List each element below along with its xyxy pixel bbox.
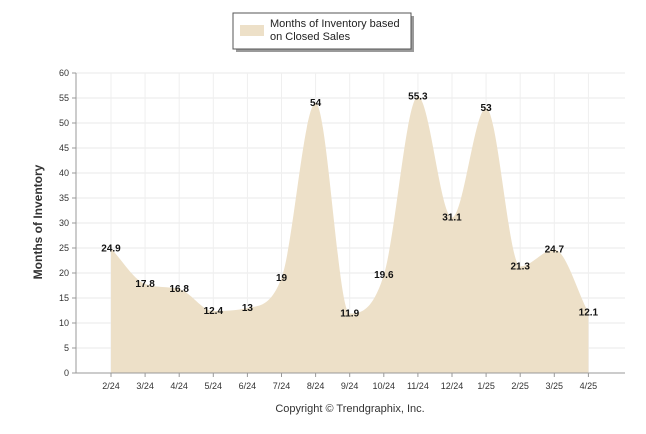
area-series <box>111 96 589 373</box>
x-tick-label: 6/24 <box>239 381 257 391</box>
y-tick-label: 60 <box>59 68 69 78</box>
legend-text-line2: on Closed Sales <box>270 31 351 43</box>
data-label: 17.8 <box>135 279 155 290</box>
x-tick-label: 2/24 <box>102 381 120 391</box>
data-label: 53 <box>481 103 493 114</box>
y-axis-title: Months of Inventory <box>31 164 45 279</box>
data-label: 21.3 <box>510 262 530 273</box>
x-tick-label: 1/25 <box>477 381 495 391</box>
y-tick-label: 45 <box>59 143 69 153</box>
data-label: 54 <box>310 98 322 109</box>
x-tick-label: 7/24 <box>273 381 291 391</box>
data-label: 13 <box>242 303 254 314</box>
data-label: 11.9 <box>340 309 359 320</box>
x-tick-label: 8/24 <box>307 381 325 391</box>
data-label: 24.9 <box>101 244 121 255</box>
data-label: 19.6 <box>374 270 394 281</box>
y-tick-label: 10 <box>59 318 69 328</box>
data-labels: 24.9 17.8 16.8 12.4 13 19 54 11.9 19.6 55.3 31.1 53… <box>101 92 598 320</box>
x-tick-label: 12/24 <box>441 381 464 391</box>
x-tick-label: 10/24 <box>373 381 396 391</box>
y-tick-label: 50 <box>59 118 69 128</box>
y-tick-label: 55 <box>59 93 69 103</box>
y-tick-label: 35 <box>59 193 69 203</box>
y-tick-label: 15 <box>59 293 69 303</box>
y-tick-label: 5 <box>64 343 69 353</box>
data-label: 55.3 <box>408 92 428 103</box>
legend-text-line1: Months of Inventory based <box>270 18 400 30</box>
data-label: 19 <box>276 273 288 284</box>
axes <box>72 72 625 377</box>
data-label: 24.7 <box>545 245 565 256</box>
tick-labels: 0 5 10 15 20 25 30 35 40 45 50 55 60 2/24 3/24 4/24 5/24… <box>59 68 597 391</box>
x-tick-label: 5/24 <box>205 381 223 391</box>
data-label: 12.4 <box>204 306 224 317</box>
legend: Months of Inventory based on Closed Sale… <box>232 12 414 52</box>
data-label: 31.1 <box>442 213 462 224</box>
legend-swatch <box>240 25 264 36</box>
x-tick-label: 9/24 <box>341 381 359 391</box>
x-tick-label: 2/25 <box>511 381 529 391</box>
x-tick-label: 3/25 <box>546 381 564 391</box>
y-tick-label: 20 <box>59 268 69 278</box>
x-tick-label: 4/25 <box>580 381 598 391</box>
data-label: 16.8 <box>169 284 189 295</box>
copyright-text: Copyright © Trendgraphix, Inc. <box>275 403 424 415</box>
x-tick-label: 3/24 <box>136 381 154 391</box>
data-label: 12.1 <box>579 308 599 319</box>
x-tick-label: 11/24 <box>407 381 429 391</box>
y-tick-label: 40 <box>59 168 69 178</box>
x-tick-label: 4/24 <box>170 381 188 391</box>
y-tick-label: 30 <box>59 218 69 228</box>
y-tick-label: 0 <box>64 368 69 378</box>
area-fill <box>111 96 589 373</box>
y-tick-label: 25 <box>59 243 69 253</box>
